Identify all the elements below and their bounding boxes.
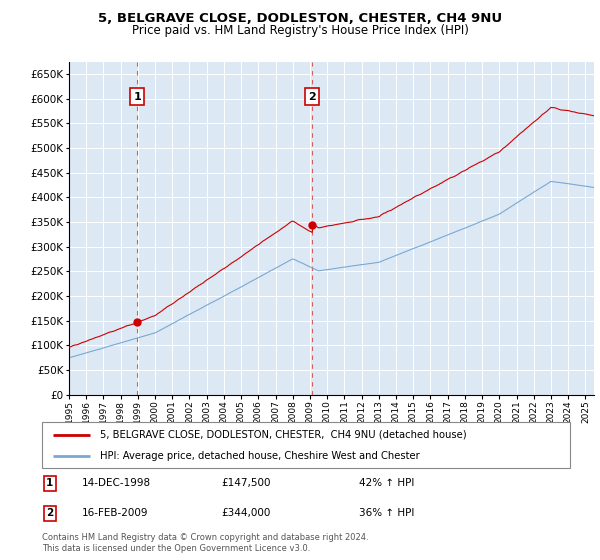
Text: 2: 2 [46, 508, 53, 519]
Text: 5, BELGRAVE CLOSE, DODLESTON, CHESTER, CH4 9NU: 5, BELGRAVE CLOSE, DODLESTON, CHESTER, C… [98, 12, 502, 25]
Text: 36% ↑ HPI: 36% ↑ HPI [359, 508, 414, 519]
Text: 2: 2 [308, 92, 316, 101]
Text: 1: 1 [133, 92, 141, 101]
Text: £147,500: £147,500 [221, 478, 271, 488]
Text: 42% ↑ HPI: 42% ↑ HPI [359, 478, 414, 488]
Text: 14-DEC-1998: 14-DEC-1998 [82, 478, 151, 488]
Text: 16-FEB-2009: 16-FEB-2009 [82, 508, 148, 519]
Text: £344,000: £344,000 [221, 508, 271, 519]
Text: Contains HM Land Registry data © Crown copyright and database right 2024.
This d: Contains HM Land Registry data © Crown c… [42, 533, 368, 553]
Text: HPI: Average price, detached house, Cheshire West and Chester: HPI: Average price, detached house, Ches… [100, 451, 420, 461]
Text: 1: 1 [46, 478, 53, 488]
FancyBboxPatch shape [42, 422, 570, 468]
Text: Price paid vs. HM Land Registry's House Price Index (HPI): Price paid vs. HM Land Registry's House … [131, 24, 469, 36]
Text: 5, BELGRAVE CLOSE, DODLESTON, CHESTER,  CH4 9NU (detached house): 5, BELGRAVE CLOSE, DODLESTON, CHESTER, C… [100, 430, 467, 440]
